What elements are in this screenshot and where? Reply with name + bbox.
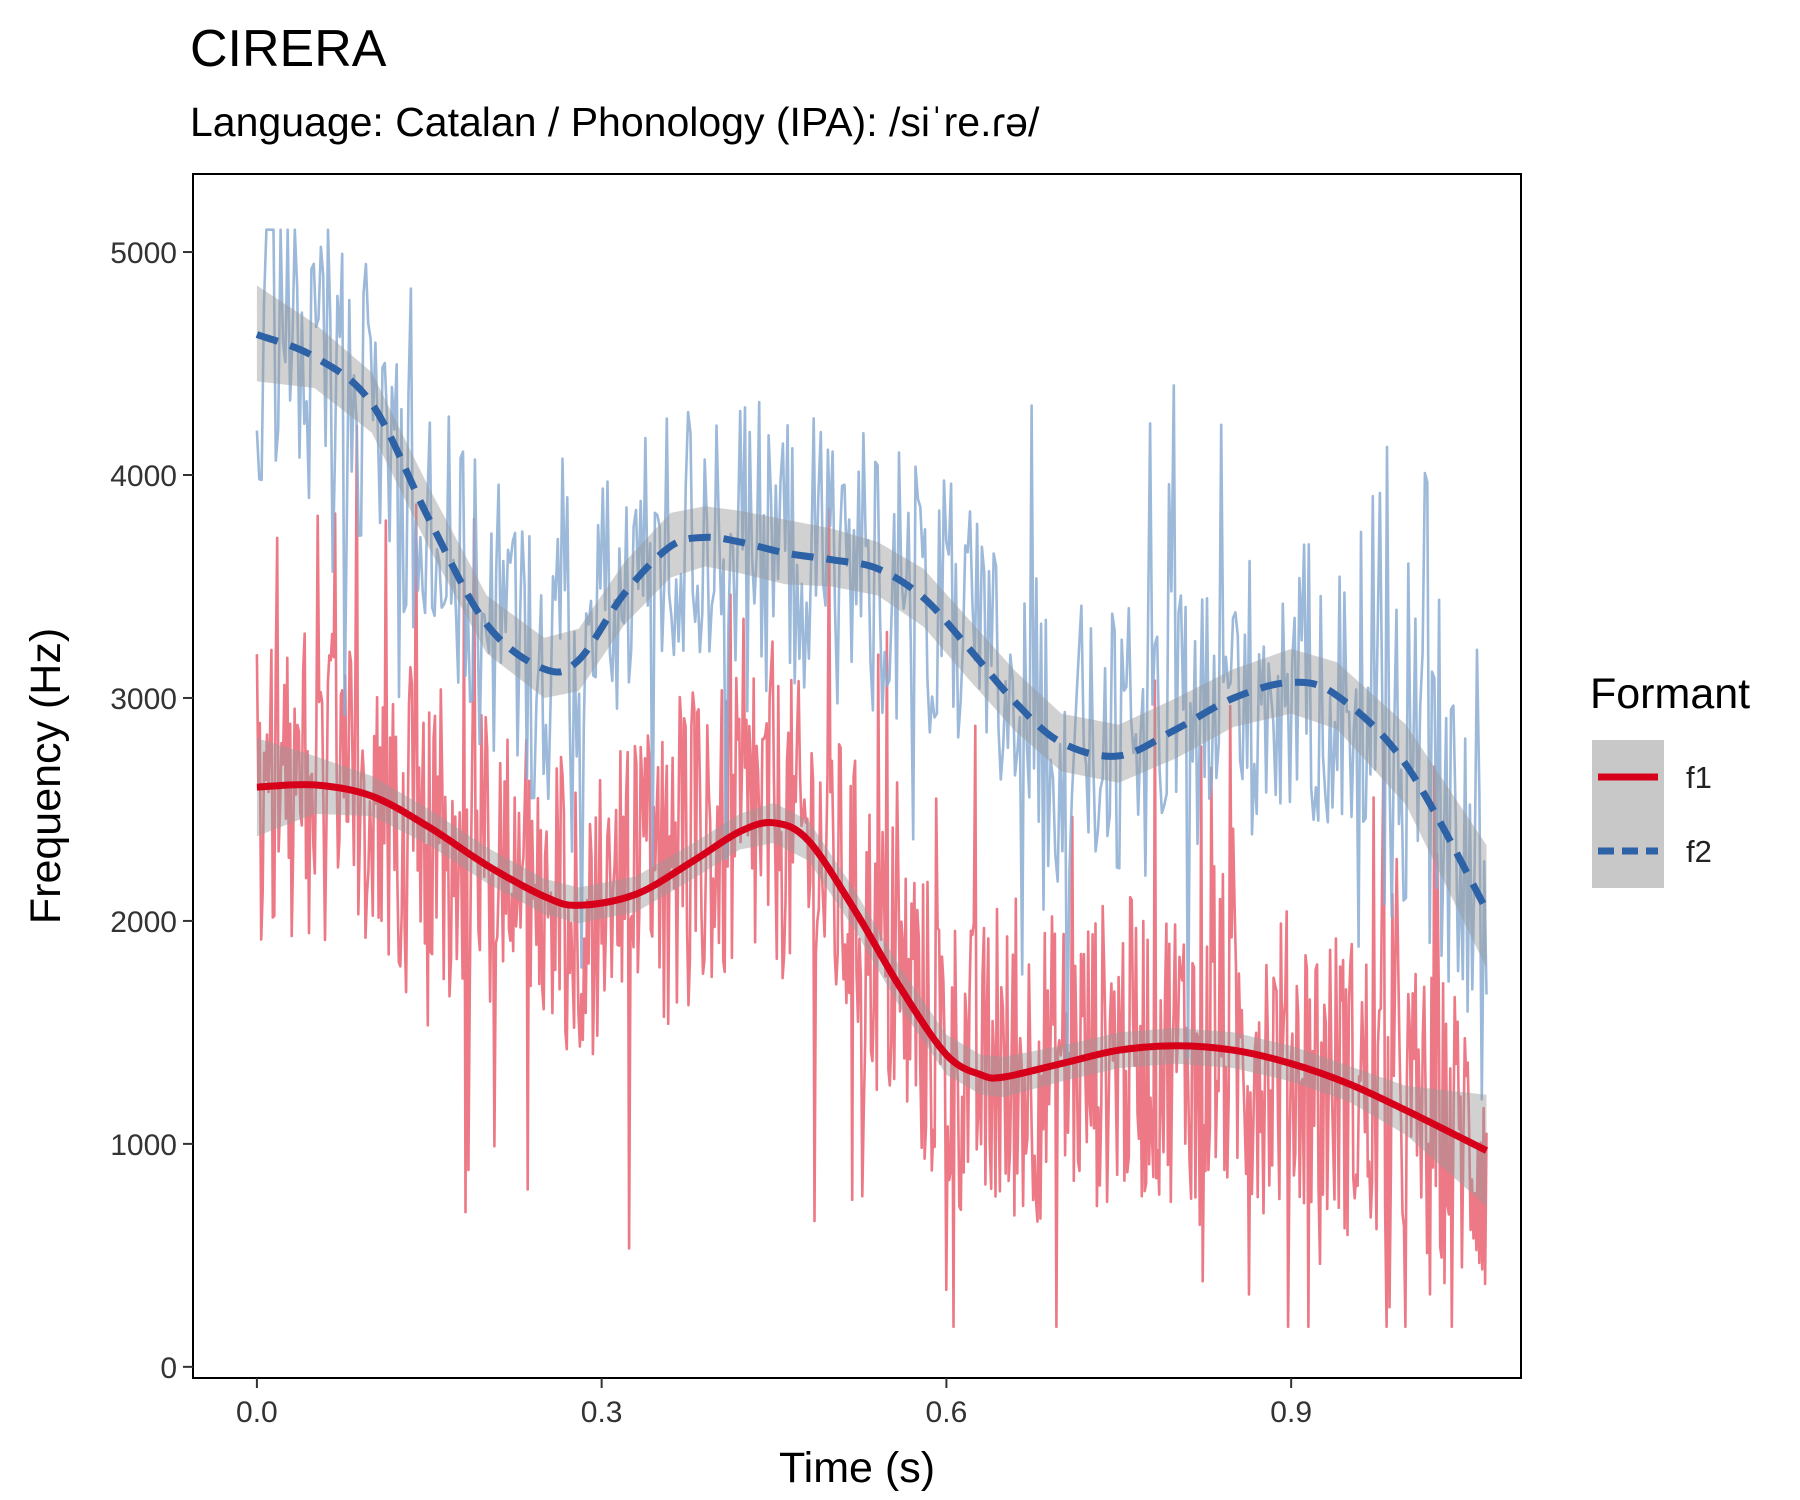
legend-title: Formant xyxy=(1590,670,1750,718)
raw-trace-f2 xyxy=(255,228,1488,1101)
x-axis-title: Time (s) xyxy=(779,1444,935,1492)
legend-key-background xyxy=(1592,740,1664,888)
smooth-line-f1 xyxy=(256,781,1489,1154)
x-axis: 0.0 0.3 0.6 0.9 xyxy=(236,1378,1312,1429)
raw-trace-f1 xyxy=(255,424,1488,1328)
y-tick-label: 1000 xyxy=(110,1129,177,1162)
confidence-band-f1 xyxy=(256,738,1487,1207)
smoothed-formant-lines xyxy=(255,331,1490,1154)
x-tick-label: 0.9 xyxy=(1270,1396,1312,1429)
raw-formant-traces xyxy=(255,228,1488,1328)
confidence-band-f2 xyxy=(256,285,1487,968)
legend-label-f2: f2 xyxy=(1686,834,1712,869)
y-tick-label: 4000 xyxy=(110,460,177,493)
y-tick-label: 0 xyxy=(160,1352,177,1385)
chart-subtitle: Language: Catalan / Phonology (IPA): /si… xyxy=(190,99,1040,145)
plot-panel-border xyxy=(192,173,1522,1379)
y-tick-label: 3000 xyxy=(110,683,177,716)
chart-title: CIRERA xyxy=(190,20,387,78)
legend-label-f1: f1 xyxy=(1686,760,1712,795)
smooth-line-f2 xyxy=(255,331,1490,912)
x-tick-label: 0.3 xyxy=(581,1396,623,1429)
y-axis: 0 1000 2000 3000 4000 5000 xyxy=(110,237,193,1385)
confidence-bands xyxy=(256,285,1487,1207)
x-tick-label: 0.6 xyxy=(926,1396,968,1429)
legend: Formant f1 f2 xyxy=(1590,670,1750,888)
y-tick-label: 2000 xyxy=(110,906,177,939)
y-axis-title: Frequency (Hz) xyxy=(22,628,70,924)
x-tick-label: 0.0 xyxy=(236,1396,278,1429)
y-tick-label: 5000 xyxy=(110,237,177,270)
